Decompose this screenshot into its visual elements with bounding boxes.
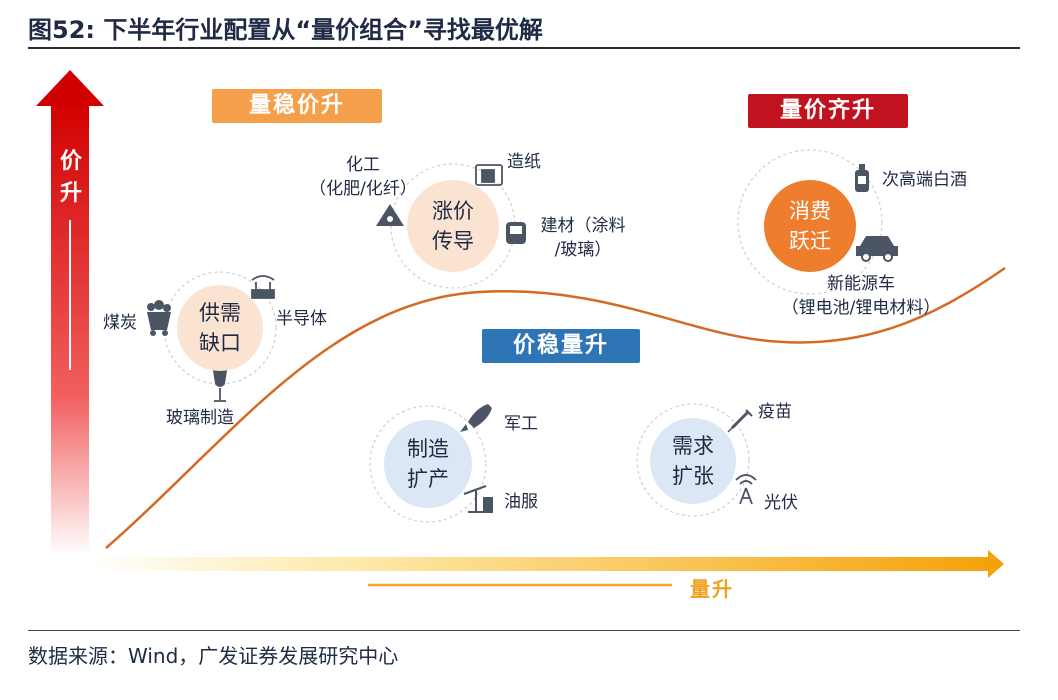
- paper-icon: [475, 164, 503, 186]
- y-axis-label: 价升: [59, 149, 82, 206]
- label-chemicals-line2: （化肥/化纤）: [309, 179, 417, 199]
- label-semiconductor: 半导体: [276, 309, 327, 329]
- label-building-materials: 建材（涂料 /玻璃）: [530, 214, 636, 262]
- chemistry-flask-icon: [376, 204, 404, 226]
- label-building-materials-line2: /玻璃）: [554, 240, 612, 260]
- label-building-materials-line1: 建材（涂料: [540, 216, 626, 236]
- node-demand-expansion: 需求 扩张: [650, 418, 736, 504]
- label-coal: 煤炭: [103, 313, 137, 333]
- source-note: 数据来源：Wind，广发证券发展研究中心: [28, 644, 399, 668]
- cluster-ring-manufacturing: [369, 405, 487, 523]
- router-icon: [251, 275, 275, 299]
- node-price-transmission-line2: 传导: [432, 229, 474, 253]
- figure-title-text: 下半年行业配置从“量价组合”寻找最优解: [103, 16, 543, 44]
- label-nev-line1: 新能源车: [827, 274, 895, 294]
- label-chemicals-line1: 化工: [346, 155, 380, 175]
- label-military: 军工: [504, 414, 538, 434]
- signal-tower-icon: [735, 474, 757, 505]
- x-axis-label: 量升: [690, 577, 734, 601]
- label-nev-line2: （锂电池/锂电材料）: [781, 298, 941, 318]
- label-vaccine: 疫苗: [758, 402, 792, 422]
- label-premium-liquor: 次高端白酒: [882, 170, 967, 190]
- label-paper: 造纸: [507, 152, 541, 172]
- y-axis-arrow: [36, 70, 104, 556]
- node-manufacturing-expansion-line1: 制造: [407, 437, 449, 461]
- node-demand-expansion-line2: 扩张: [672, 464, 714, 488]
- node-consumption-upgrade-line2: 跃迁: [789, 229, 831, 253]
- node-supply-shortage-line2: 缺口: [199, 331, 241, 355]
- cluster-ring-consumption: [737, 149, 883, 295]
- node-price-transmission: 涨价 传导: [407, 180, 499, 272]
- footer-divider: [28, 630, 1020, 631]
- tag-volume-stable-price-up: 量稳价升: [212, 89, 382, 123]
- cycle-curve: [105, 266, 1006, 549]
- syringe-icon: [727, 409, 753, 433]
- label-photovoltaic: 光伏: [764, 493, 798, 513]
- title-divider: [28, 47, 1020, 49]
- x-axis-arrow: [88, 550, 1004, 587]
- label-chemicals: 化工 （化肥/化纤）: [300, 153, 426, 201]
- figure-title: 图52: 下半年行业配置从“量价组合”寻找最优解: [28, 10, 543, 45]
- tag-volume-price-up: 量价齐升: [748, 94, 908, 128]
- label-oil-services: 油服: [504, 492, 538, 512]
- liquor-bottle-icon: [855, 164, 869, 192]
- node-supply-shortage-line1: 供需: [199, 301, 241, 325]
- label-glass-manufacturing: 玻璃制造: [166, 408, 234, 428]
- paint-bucket-icon: [506, 222, 526, 244]
- car-icon: [856, 236, 898, 262]
- wine-glass-icon: [212, 370, 228, 402]
- node-demand-expansion-line1: 需求: [672, 434, 714, 458]
- oil-pump-icon: [463, 485, 493, 513]
- node-consumption-upgrade-line1: 消费: [789, 199, 831, 223]
- tag-price-stable-volume-up: 价稳量升: [482, 329, 640, 363]
- cluster-ring-demand: [636, 403, 750, 517]
- node-consumption-upgrade: 消费 跃迁: [764, 180, 856, 272]
- node-price-transmission-line1: 涨价: [432, 199, 474, 223]
- node-manufacturing-expansion: 制造 扩产: [384, 420, 472, 508]
- label-new-energy-vehicles: 新能源车 （锂电池/锂电材料）: [766, 272, 956, 320]
- node-manufacturing-expansion-line2: 扩产: [407, 467, 449, 491]
- node-supply-shortage: 供需 缺口: [177, 285, 263, 371]
- figure-number: 图52:: [28, 16, 95, 44]
- coal-cart-icon: [147, 300, 171, 336]
- rocket-icon: [460, 404, 492, 432]
